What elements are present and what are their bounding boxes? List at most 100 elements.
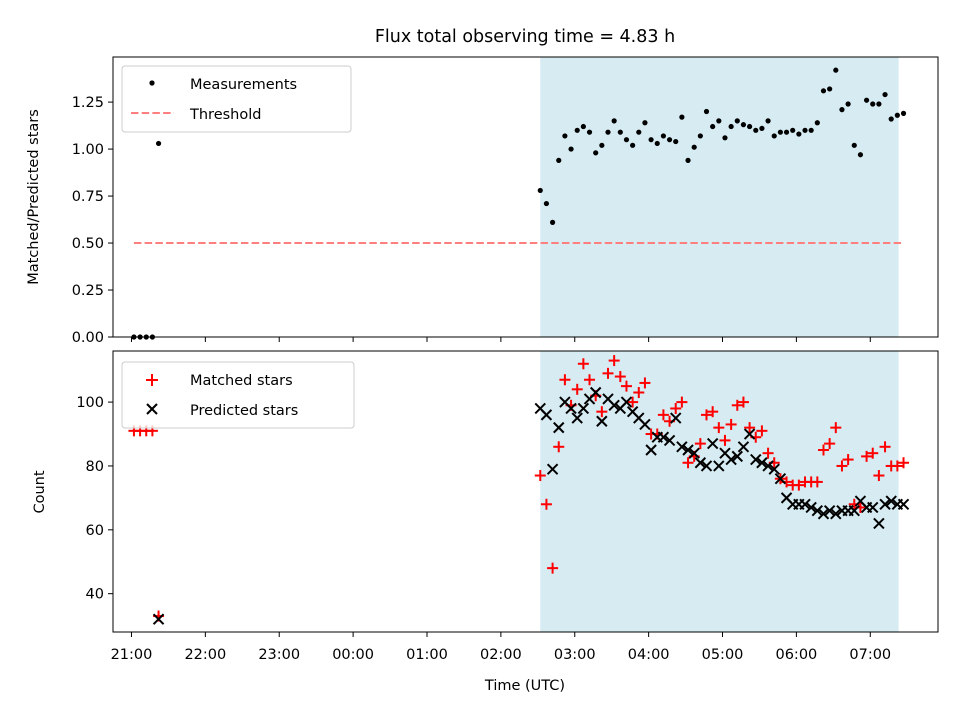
predicted-star-point — [589, 386, 602, 399]
matched-star-point — [701, 409, 713, 421]
measurement-point — [802, 127, 808, 133]
top-y-axis-label: Matched/Predicted stars — [26, 109, 42, 285]
measurement-point — [771, 133, 777, 139]
predicted-star-point — [645, 444, 657, 456]
x-tick-label: 03:00 — [554, 647, 596, 663]
measurement-point — [673, 138, 679, 145]
matched-star-point — [824, 438, 836, 450]
top-x-ticks — [130, 337, 871, 342]
top-y-tick-label: 0.75 — [72, 189, 104, 205]
measurement-point — [851, 142, 857, 148]
x-tick-label: 05:00 — [702, 647, 744, 663]
matched-star-point — [836, 460, 848, 472]
measurement-point — [740, 122, 747, 128]
measurement-point — [642, 120, 648, 126]
measurement-point — [679, 114, 685, 120]
predicted-star-point — [848, 504, 860, 517]
legend-threshold-label: Threshold — [189, 107, 261, 123]
predicted-star-point — [873, 517, 885, 530]
predicted-star-point — [743, 428, 756, 440]
matched-star-point — [553, 441, 565, 453]
measurement-point — [574, 127, 580, 133]
legend-matched-marker — [146, 374, 158, 386]
top-y-tick-label: 0.00 — [72, 330, 104, 346]
x-tick-label: 00:00 — [332, 647, 374, 663]
matched-star-point — [608, 355, 620, 367]
matched-star-point — [559, 374, 571, 386]
matched-star-point — [676, 396, 688, 408]
predicted-star-point — [713, 460, 725, 472]
bottom-x-ticks: 21:00 22:00 23:00 00:00 01:00 02:00 03:00 04:00… — [111, 632, 891, 663]
predicted-star-point — [608, 399, 620, 411]
measurement-point — [543, 200, 550, 207]
matched-star-point — [756, 425, 768, 437]
measurement-point — [833, 67, 839, 73]
measurement-point — [666, 137, 673, 143]
predicted-star-point — [706, 437, 719, 450]
predicted-star-point — [768, 463, 780, 475]
top-legend-box — [121, 65, 352, 133]
predicted-star-point — [571, 412, 583, 424]
measurement-point — [599, 142, 605, 148]
predicted-star-point — [670, 412, 682, 424]
measurement-point — [734, 118, 740, 124]
measurement-point — [630, 142, 636, 148]
predicted-star-point — [737, 441, 750, 453]
predicted-star-point — [152, 613, 165, 625]
matched-star-point — [534, 470, 546, 482]
predicted-star-point — [694, 457, 707, 469]
bottom-y-tick-label: 80 — [86, 459, 104, 475]
x-tick-label: 21:00 — [111, 647, 153, 663]
matched-star-point — [861, 450, 873, 462]
measurement-point — [728, 123, 734, 130]
predicted-star-point — [565, 402, 577, 415]
matched-star-point — [657, 409, 669, 421]
measurement-point — [808, 127, 814, 133]
matched-star-point — [620, 380, 632, 392]
measurement-point — [636, 129, 642, 135]
predicted-star-point — [725, 453, 737, 466]
predicted-star-point — [885, 495, 897, 507]
predicted-star-point — [663, 434, 676, 447]
matched-star-point — [719, 434, 731, 446]
measurement-point — [747, 123, 753, 130]
measurement-point — [814, 120, 820, 126]
x-tick-label: 02:00 — [480, 647, 522, 663]
matched-star-point — [713, 422, 725, 434]
matched-star-point — [547, 562, 559, 574]
predicted-star-point — [546, 463, 559, 475]
measurement-point — [623, 137, 630, 143]
measurement-point — [710, 123, 716, 130]
matched-star-point — [540, 498, 552, 510]
bottom-y-tick-label: 60 — [86, 523, 104, 539]
measurement-point — [790, 127, 796, 133]
matched-star-point — [627, 396, 639, 408]
x-tick-label: 01:00 — [406, 647, 448, 663]
matched-star-point — [793, 479, 805, 491]
top-y-tick-label: 1.00 — [72, 142, 104, 158]
predicted-star-point — [639, 418, 651, 431]
matched-star-point — [811, 476, 823, 488]
chart-title: Flux total observing time = 4.83 h — [375, 27, 675, 47]
x-tick-label: 06:00 — [775, 647, 817, 663]
measurement-point — [759, 125, 765, 132]
matched-star-point — [842, 454, 854, 466]
measurement-point — [549, 219, 556, 225]
matched-star-point — [879, 441, 891, 453]
measurement-point — [617, 129, 623, 135]
top-panel: 0.00 0.25 0.50 0.75 1.00 1.25 Matched/Predict… — [26, 56, 939, 346]
x-tick-label: 04:00 — [628, 647, 670, 663]
measurement-point — [820, 88, 827, 94]
matched-star-point — [633, 387, 645, 399]
bottom-y-axis-label: Count — [32, 470, 48, 513]
matched-star-point — [639, 377, 651, 389]
measurement-point — [537, 187, 543, 194]
measurement-point — [882, 91, 888, 98]
measurement-point — [765, 118, 771, 124]
predicted-star-point — [756, 457, 768, 469]
predicted-stars-points — [152, 386, 910, 625]
predicted-star-point — [811, 504, 824, 517]
measurement-point — [611, 118, 617, 124]
matched-star-point — [744, 422, 756, 434]
